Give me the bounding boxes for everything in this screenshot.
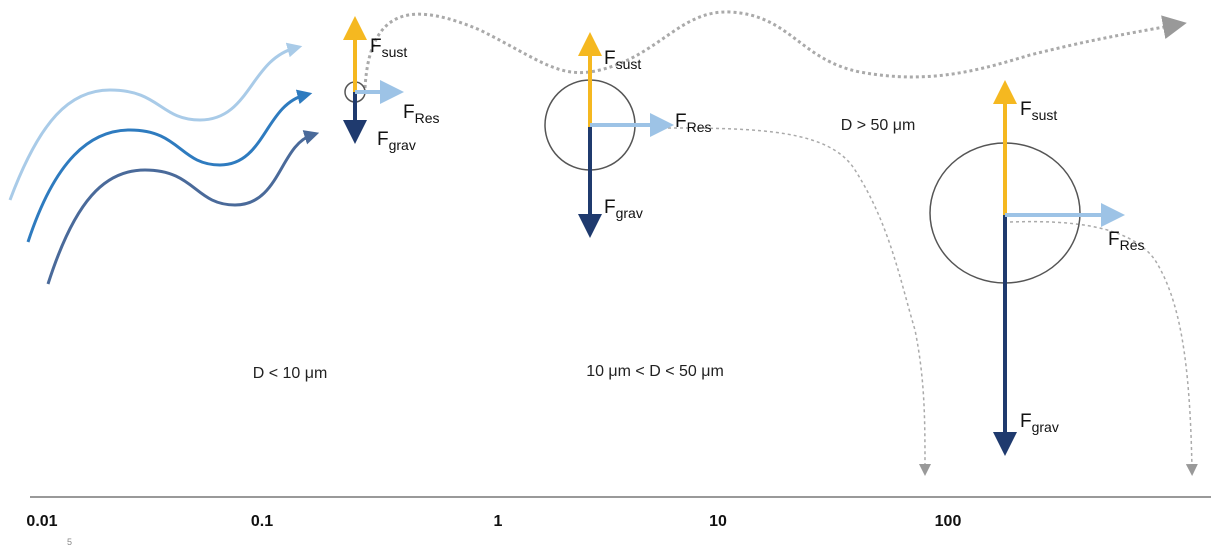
region-label: 10 μm < D < 50 μm bbox=[586, 363, 724, 380]
air-flow bbox=[8, 42, 320, 285]
particle-1: Fsust FRes Fgrav bbox=[343, 16, 440, 153]
force-label: Fgrav bbox=[1020, 411, 1059, 435]
force-label: Fsust bbox=[370, 36, 407, 60]
axis-label: 0.01 bbox=[26, 513, 57, 530]
text-part: F bbox=[377, 129, 389, 150]
text-part: F bbox=[604, 48, 616, 69]
text-part: F bbox=[675, 111, 687, 132]
text-part: Res bbox=[687, 119, 712, 135]
text-part: F bbox=[370, 36, 382, 57]
region-label: D > 50 μm bbox=[841, 117, 916, 134]
particle-2: Fsust FRes Fgrav bbox=[544, 32, 712, 238]
force-label: Fsust bbox=[1020, 99, 1057, 123]
text-part: Res bbox=[1120, 237, 1145, 253]
text-part: Res bbox=[415, 110, 440, 126]
force-label: FRes bbox=[675, 111, 712, 135]
region-label: D < 10 μm bbox=[253, 365, 328, 382]
text-part: F bbox=[1108, 229, 1120, 250]
force-label: FRes bbox=[1108, 229, 1145, 253]
text-part: sust bbox=[616, 56, 642, 72]
text-part: grav bbox=[616, 205, 643, 221]
force-label: Fsust bbox=[604, 48, 641, 72]
text-part: F bbox=[604, 197, 616, 218]
text-part: grav bbox=[1032, 419, 1059, 435]
axis-label: 0.1 bbox=[251, 513, 273, 530]
trajectories bbox=[363, 10, 1198, 476]
force-label: Fgrav bbox=[604, 197, 643, 221]
axis-label: 10 bbox=[709, 513, 727, 530]
axis-label: 1 bbox=[494, 513, 503, 530]
text-part: sust bbox=[382, 44, 408, 60]
text-part: F bbox=[1020, 99, 1032, 120]
text-part: F bbox=[1020, 411, 1032, 432]
page-number: 5 bbox=[67, 537, 72, 547]
text-part: sust bbox=[1032, 107, 1058, 123]
text-part: grav bbox=[389, 137, 416, 153]
force-label: FRes bbox=[403, 102, 440, 126]
force-label: Fgrav bbox=[377, 129, 416, 153]
axis-label: 100 bbox=[935, 513, 962, 530]
particle-3: Fsust FRes Fgrav bbox=[929, 80, 1145, 456]
text-part: F bbox=[403, 102, 415, 123]
